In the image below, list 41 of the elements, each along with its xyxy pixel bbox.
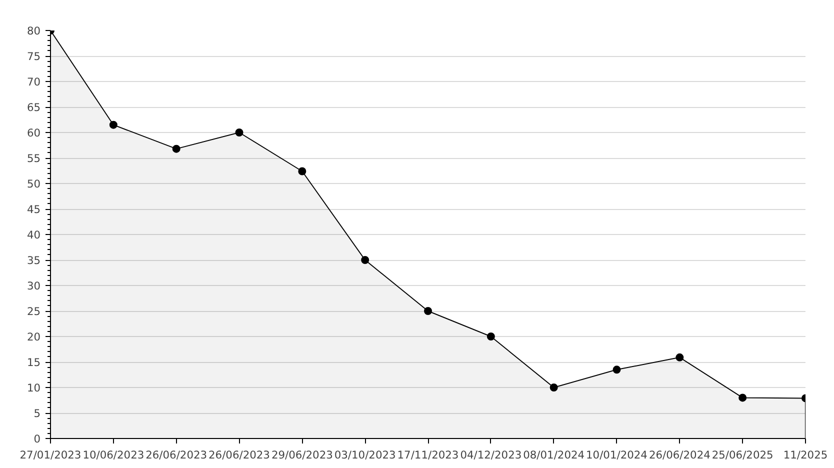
- x-tick-label: 29/06/2023: [271, 448, 333, 462]
- x-tick-label: 03/10/2023: [334, 448, 396, 462]
- y-tick-label: 40: [26, 228, 41, 242]
- point: [612, 366, 621, 374]
- x-tick-label: 04/12/2023: [460, 448, 522, 462]
- y-tick-label: 0: [34, 432, 41, 446]
- y-tick-label: 75: [26, 50, 41, 63]
- y-tick-label: 20: [26, 330, 41, 344]
- point: [235, 128, 244, 136]
- y-tick-label: 5: [34, 407, 40, 420]
- y-tick-label: 60: [26, 126, 41, 140]
- y-tick-label: 80: [26, 24, 41, 38]
- y-tick-label: 35: [26, 254, 41, 267]
- y-tick-label: 65: [26, 101, 41, 114]
- y-tick-label: 45: [26, 203, 41, 216]
- x-tick-label: 26/06/2023: [208, 448, 270, 462]
- x-tick-label: 25/06/2025: [712, 448, 774, 462]
- x-tick-label: 11/2025: [783, 448, 828, 462]
- point: [172, 144, 180, 153]
- point: [550, 384, 558, 392]
- point: [361, 256, 370, 264]
- y-tick-label: 55: [26, 152, 41, 165]
- x-tick-label: 26/06/2024: [648, 448, 711, 462]
- x-tick-label: 27/01/2023: [20, 448, 82, 462]
- y-tick-label: 50: [26, 178, 41, 190]
- x-tick-label: 08/01/2024: [523, 448, 585, 462]
- x-tick-label: 10/01/2024: [586, 448, 648, 462]
- point: [298, 167, 306, 176]
- y-tick-label: 10: [26, 382, 41, 394]
- y-tick-label: 15: [26, 356, 41, 369]
- point: [109, 120, 118, 129]
- x-tick-label: 10/06/2023: [82, 448, 144, 462]
- y-tick-label: 70: [26, 76, 41, 88]
- y-tick-label: 30: [26, 280, 41, 292]
- point: [676, 353, 684, 362]
- x-tick-label: 26/06/2023: [146, 448, 208, 462]
- point: [424, 307, 432, 315]
- point: [738, 394, 747, 402]
- point: [486, 332, 495, 340]
- y-tick-label: 25: [26, 305, 41, 318]
- x-tick-label: 17/11/2023: [397, 448, 459, 462]
